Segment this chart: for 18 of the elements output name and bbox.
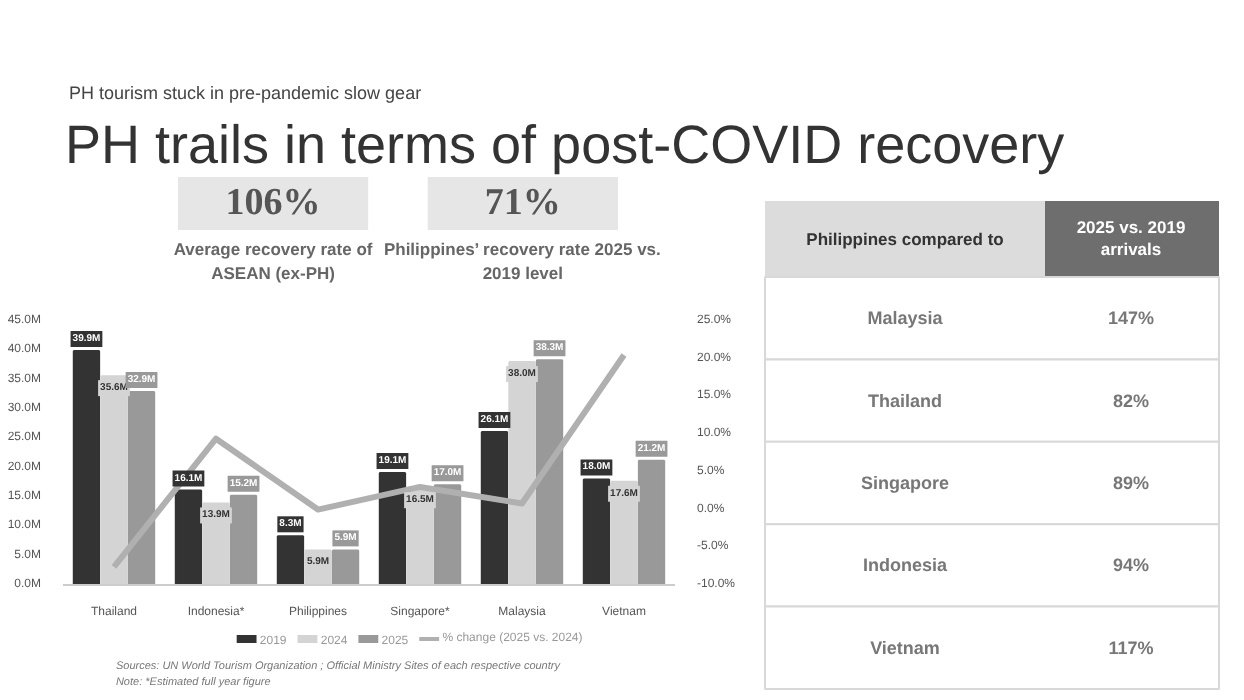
category-label: Thailand bbox=[868, 390, 943, 411]
text: 94% bbox=[1112, 555, 1150, 576]
text: 106% bbox=[225, 182, 321, 224]
text: PH tourism stuck in pre-pandemic slow gear bbox=[69, 83, 422, 103]
text: 117% bbox=[1108, 637, 1154, 658]
text: 82% bbox=[1112, 390, 1150, 411]
text: 89% bbox=[1112, 473, 1150, 493]
category-label: Indonesia bbox=[862, 555, 949, 576]
text: PH trails in terms of post-COVID recovery bbox=[65, 115, 1066, 175]
text: Average recovery rate of ASEAN (ex-PH) bbox=[173, 239, 373, 283]
category-label: Malaysia bbox=[867, 308, 945, 329]
text: 71% bbox=[484, 182, 561, 224]
text: Philippines compared to bbox=[806, 229, 1004, 249]
category-label: Vietnam bbox=[870, 637, 940, 658]
category-label: Singapore bbox=[860, 473, 950, 493]
text: 2025 vs. 2019 arrivals bbox=[1076, 217, 1186, 259]
text: 147% bbox=[1107, 308, 1155, 329]
text: Philippines’ recovery rate 2025 vs. 2019 level bbox=[383, 239, 661, 283]
